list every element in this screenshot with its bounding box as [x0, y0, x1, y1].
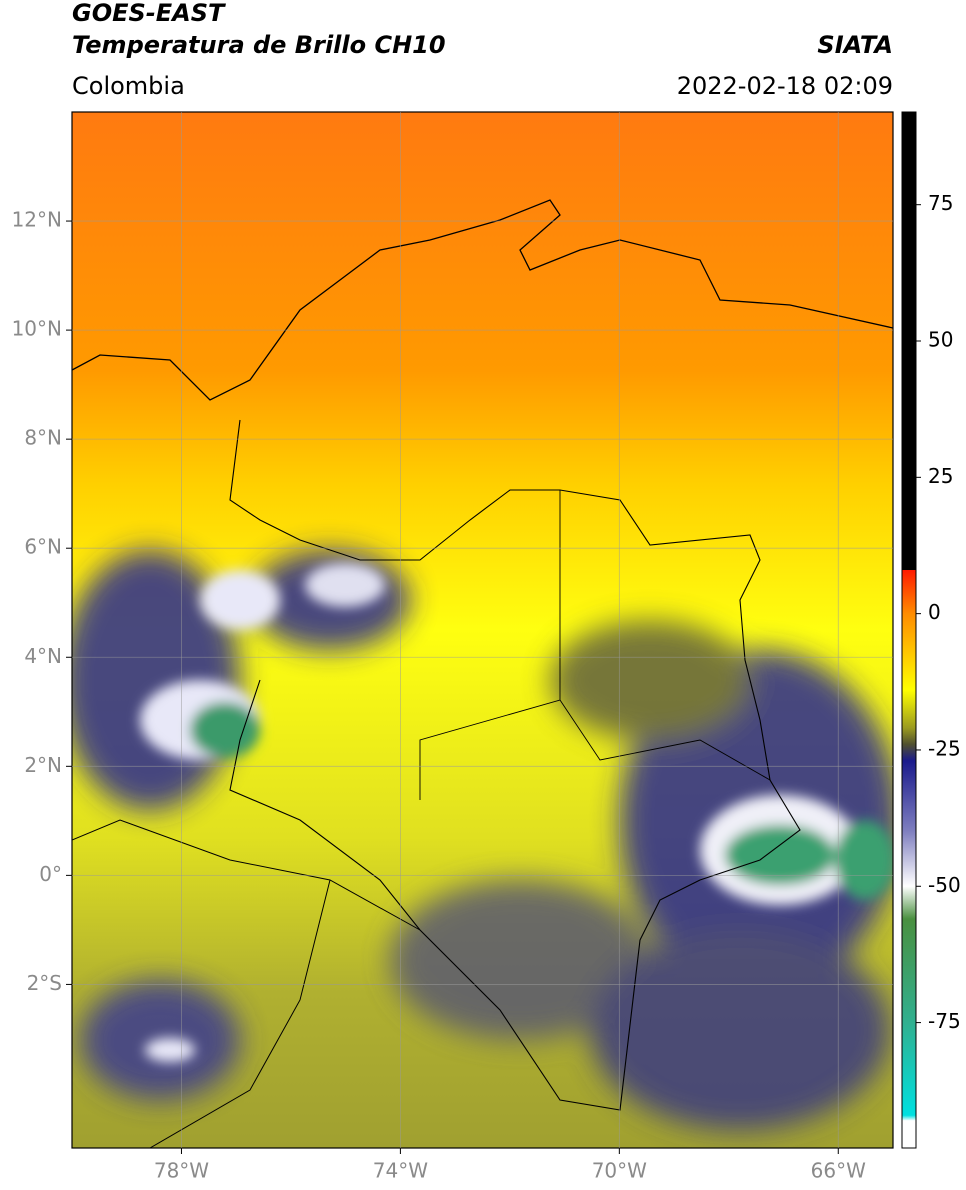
satellite-image: [72, 112, 893, 1148]
x-tick-label: 66°W: [811, 1159, 866, 1183]
y-tick-label: 4°N: [24, 644, 62, 668]
axes: 78°W 74°W 70°W 66°W 12°N 10°N 8°N 6°N 4°N 2°N 0° 2°…: [12, 112, 961, 1183]
y-tick-label: 12°N: [12, 208, 62, 232]
colorbar-label: 25: [928, 464, 953, 488]
x-tick-label: 74°W: [373, 1159, 428, 1183]
y-tick-label: 0°: [39, 862, 62, 886]
y-tick-label: 2°N: [24, 753, 62, 777]
colorbar: [901, 111, 917, 1149]
colorbar-label: -50: [928, 873, 961, 897]
colorbar-label: 75: [928, 191, 953, 215]
map-frame: [71, 111, 894, 1149]
region: Colombia: [72, 72, 185, 100]
colorbar-label: 0: [928, 600, 941, 624]
x-tick-label: 78°W: [154, 1159, 209, 1183]
y-tick-label: 10°N: [12, 317, 62, 341]
x-tick-label: 70°W: [592, 1159, 647, 1183]
y-tick-label: 8°N: [24, 426, 62, 450]
datetime: 2022-02-18 02:09: [677, 72, 893, 100]
title: GOES-EAST: [72, 0, 226, 27]
y-tick-label: 6°N: [24, 535, 62, 559]
colorbar-label: -25: [928, 736, 961, 760]
source: SIATA: [817, 31, 893, 59]
y-tick-label: 2°S: [27, 971, 62, 995]
colorbar-label: -75: [928, 1009, 961, 1033]
subtitle: Temperatura de Brillo CH10: [72, 31, 446, 59]
colorbar-label: 50: [928, 328, 953, 352]
